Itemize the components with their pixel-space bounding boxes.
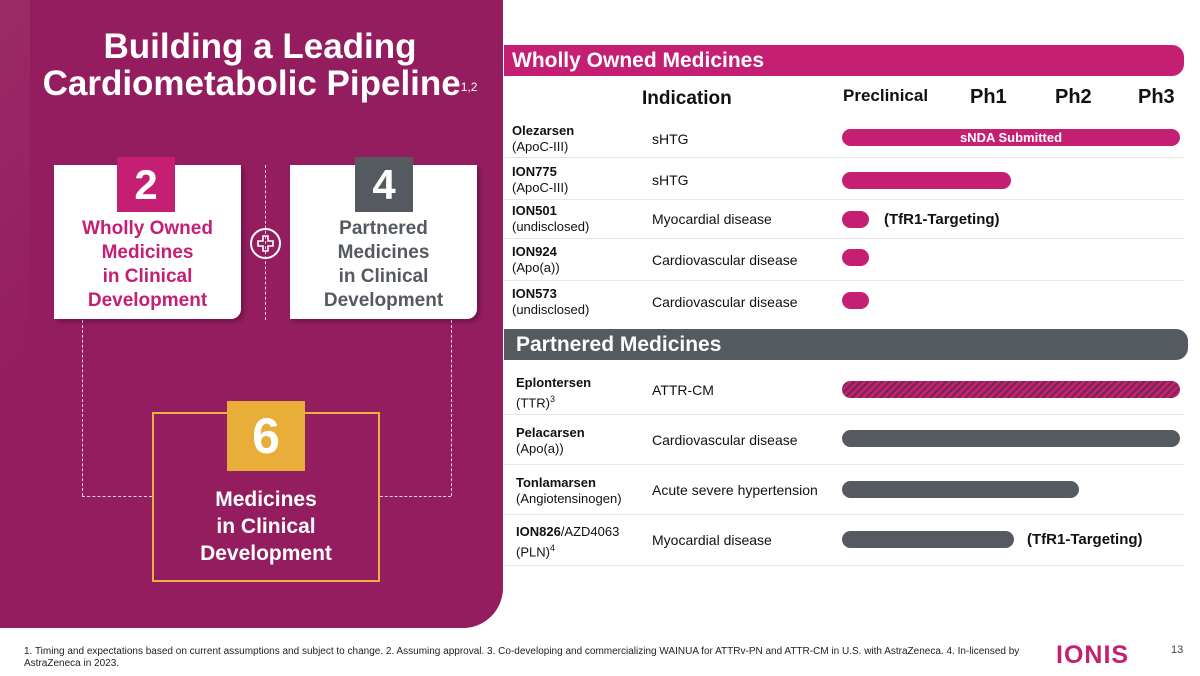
column-header-preclinical: Preclinical	[843, 86, 929, 105]
partnered-label-line-3: in Clinical	[338, 266, 429, 287]
pipeline-row-ion501: ION501 (undisclosed) Myocardial disease (…	[504, 200, 1184, 239]
wholly-owned-label-line-2: Medicines	[101, 242, 194, 263]
page-title: Building a Leading Cardiometabolic Pipel…	[40, 28, 480, 102]
phase-bar: sNDA Submitted	[842, 129, 1180, 146]
drug-name: Tonlamarsen (Angiotensinogen)	[516, 475, 622, 506]
title-line-2: Cardiometabolic Pipeline	[42, 64, 461, 103]
partnered-section-header: Partnered Medicines	[504, 329, 1188, 360]
partnered-label-line-1: Partnered	[339, 218, 428, 239]
page-number: 13	[1171, 644, 1184, 656]
phase-bar	[842, 211, 869, 228]
drug-name: ION826/AZD4063 (PLN)4	[516, 524, 620, 560]
total-count-badge: 6	[227, 401, 305, 471]
drug-name: ION573 (undisclosed)	[512, 286, 590, 317]
phase-bar	[842, 430, 1180, 447]
total-label: Medicines in Clinical Development	[154, 486, 378, 567]
indication: Cardiovascular disease	[652, 252, 798, 268]
phase-bar	[842, 481, 1079, 498]
partnered-card-label: Partnered Medicines in Clinical Developm…	[290, 217, 477, 313]
drug-name: Pelacarsen (Apo(a))	[516, 425, 585, 456]
column-header-ph2: Ph2	[1055, 86, 1092, 108]
tfr1-targeting-note: (TfR1-Targeting)	[884, 211, 1000, 228]
indication: ATTR-CM	[652, 382, 714, 398]
connector-bottom-left	[82, 496, 152, 497]
wholly-owned-label-line-1: Wholly Owned	[82, 218, 213, 239]
total-label-line-2: in Clinical	[216, 515, 316, 538]
indication: Acute severe hypertension	[652, 482, 818, 498]
pipeline-row-ion573: ION573 (undisclosed) Cardiovascular disea…	[504, 281, 1184, 323]
wholly-owned-card-label: Wholly Owned Medicines in Clinical Devel…	[54, 217, 241, 313]
panel-stripe	[0, 0, 30, 628]
total-label-line-3: Development	[200, 542, 332, 565]
partnered-count-badge: 4	[355, 157, 413, 212]
column-header-ph3: Ph3	[1138, 86, 1175, 108]
partnered-label-line-2: Medicines	[337, 242, 430, 263]
drug-name: ION775 (ApoC-III)	[512, 164, 569, 195]
indication: sHTG	[652, 131, 689, 147]
pipeline-row-tonlamarsen: Tonlamarsen (Angiotensinogen) Acute sever…	[504, 465, 1184, 515]
partnered-label-line-4: Development	[323, 290, 444, 311]
title-superscript: 1,2	[460, 80, 478, 94]
pipeline-row-ion826: ION826/AZD4063 (PLN)4 Myocardial disease …	[504, 515, 1184, 566]
total-box: Medicines in Clinical Development	[152, 412, 380, 582]
drug-name: ION924 (Apo(a))	[512, 244, 560, 275]
indication: Cardiovascular disease	[652, 432, 798, 448]
pipeline-row-eplontersen: Eplontersen (TTR)3 ATTR-CM	[504, 366, 1184, 415]
footnote: 1. Timing and expectations based on curr…	[24, 646, 1020, 669]
pipeline-row-ion775: ION775 (ApoC-III) sHTG	[504, 158, 1184, 200]
left-panel: Building a Leading Cardiometabolic Pipel…	[0, 0, 503, 628]
pipeline-row-pelacarsen: Pelacarsen (Apo(a)) Cardiovascular diseas…	[504, 415, 1184, 465]
indication: Myocardial disease	[652, 211, 772, 227]
title-line-1: Building a Leading	[103, 27, 417, 66]
connector-bottom-right	[380, 496, 451, 497]
wholly-owned-label-line-4: Development	[87, 290, 208, 311]
phase-bar	[842, 381, 1180, 398]
column-header-ph1: Ph1	[970, 86, 1007, 108]
drug-name: Eplontersen (TTR)3	[516, 375, 592, 411]
ionis-logo: IONIS	[1056, 641, 1130, 669]
wholly-owned-count-badge: 2	[117, 157, 175, 212]
column-header-indication: Indication	[642, 88, 732, 109]
phase-bar	[842, 172, 1011, 189]
phase-bar	[842, 531, 1014, 548]
drug-name: Olezarsen (ApoC-III)	[512, 123, 575, 154]
tfr1-targeting-note: (TfR1-Targeting)	[1027, 531, 1143, 548]
wholly-owned-card: Wholly Owned Medicines in Clinical Devel…	[54, 165, 241, 319]
wholly-owned-label-line-3: in Clinical	[102, 266, 193, 287]
connector-right	[451, 320, 452, 496]
bar-label: sNDA Submitted	[959, 130, 1063, 145]
indication: sHTG	[652, 172, 689, 188]
wholly-owned-section-header: Wholly Owned Medicines	[504, 45, 1184, 76]
pipeline-row-olezarsen: Olezarsen (ApoC-III) sHTG sNDA Submitted	[504, 118, 1184, 158]
phase-bar	[842, 292, 869, 309]
indication: Cardiovascular disease	[652, 294, 798, 310]
connector-left	[82, 320, 83, 496]
drug-name: ION501 (undisclosed)	[512, 203, 590, 234]
total-label-line-1: Medicines	[215, 488, 317, 511]
pipeline-row-ion924: ION924 (Apo(a)) Cardiovascular disease	[504, 239, 1184, 281]
phase-bar	[842, 249, 869, 266]
plus-icon	[250, 228, 281, 259]
indication: Myocardial disease	[652, 532, 772, 548]
